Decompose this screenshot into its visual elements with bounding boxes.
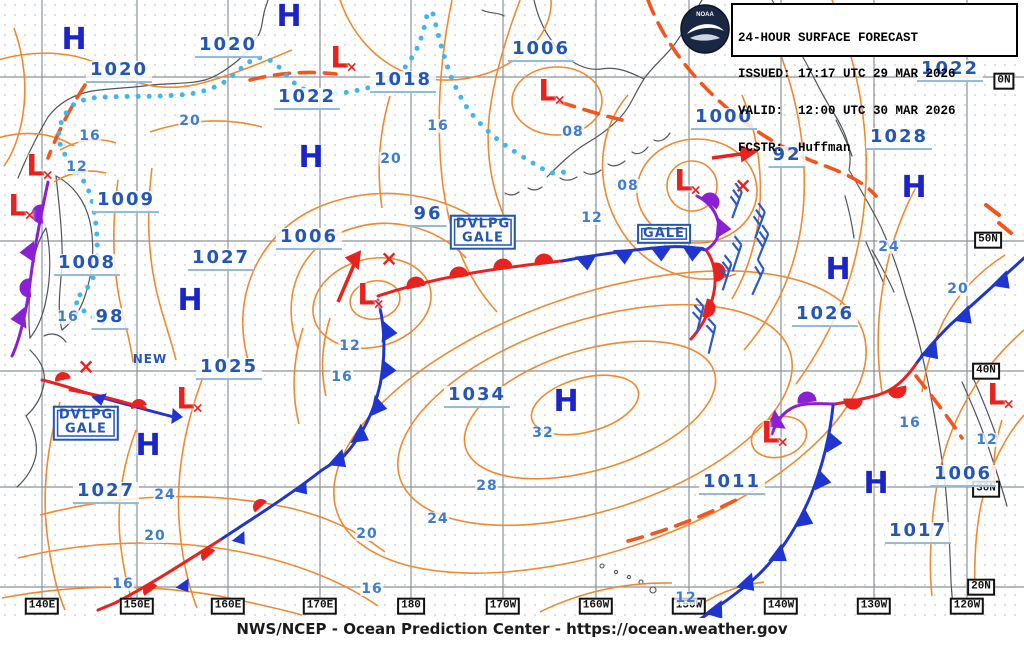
coast-japan <box>16 333 67 488</box>
isobars <box>0 0 1024 616</box>
map-area: NOAA 0N 50N 40N 30N 20N 140E 150E 160E 170E 180 17… <box>0 0 1024 618</box>
stationary-front <box>40 372 183 424</box>
cold-front <box>560 245 708 271</box>
occluded-front <box>10 180 50 358</box>
svg-text:NOAA: NOAA <box>696 12 714 18</box>
warm-front <box>833 362 918 410</box>
wind-barbs <box>691 182 770 354</box>
coast-siberia <box>17 0 269 179</box>
occluded-front <box>695 192 732 252</box>
valid-line: VALID: 12:00 UTC 30 MAR 2026 <box>738 104 956 119</box>
footer-credit: NWS/NCEP - Ocean Prediction Center - htt… <box>236 620 788 638</box>
coast-bc-islands <box>835 119 895 293</box>
map-canvas: NOAA <box>0 0 1024 618</box>
forecaster-line: FCSTR: Huffman <box>738 141 851 156</box>
coast-aleutians <box>504 132 671 196</box>
fronts <box>10 180 1024 618</box>
cold-front <box>914 256 1024 366</box>
motion-arrows <box>336 144 758 303</box>
issued-line: ISSUED: 17:17 UTC 29 MAR 2026 <box>738 67 956 82</box>
noaa-logo: NOAA <box>680 4 730 54</box>
title-line: 24-HOUR SURFACE FORECAST <box>738 30 919 45</box>
stationary-front <box>96 468 324 612</box>
dotted-boundary-line <box>56 7 571 325</box>
occluded-front <box>767 391 837 436</box>
cold-front <box>699 404 843 618</box>
cold-front <box>320 298 398 472</box>
warm-front <box>376 253 564 298</box>
coast-kamchatka <box>55 175 94 332</box>
title-block: 24-HOUR SURFACE FORECAST ISSUED: 17:17 U… <box>731 3 1018 155</box>
